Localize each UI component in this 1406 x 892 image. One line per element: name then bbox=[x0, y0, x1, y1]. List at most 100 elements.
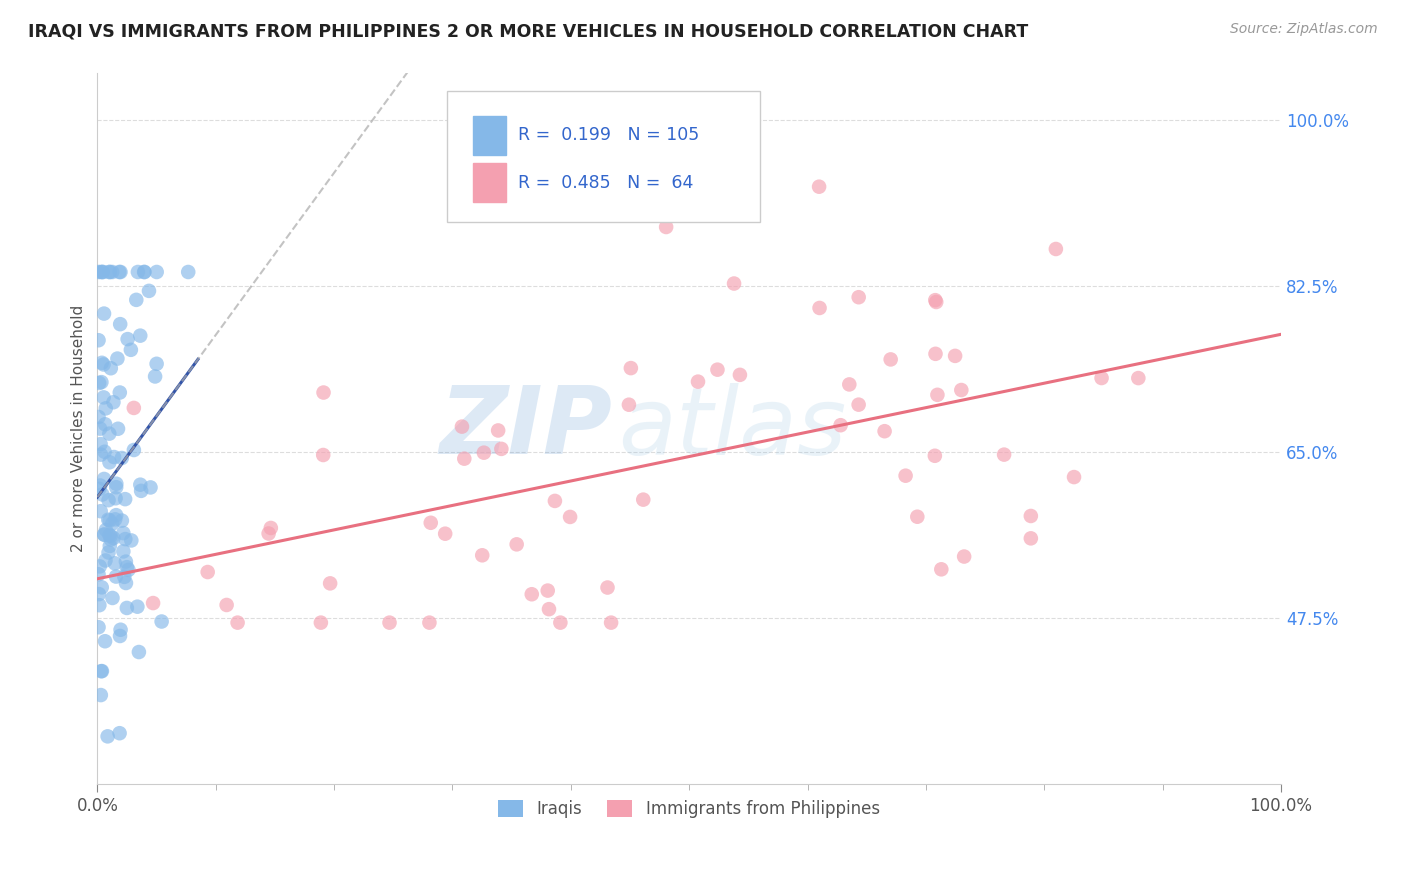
Point bbox=[122, 401, 145, 415]
Point bbox=[617, 398, 640, 412]
Point bbox=[115, 576, 138, 591]
Point bbox=[1090, 371, 1112, 385]
Point bbox=[1019, 508, 1042, 523]
Point bbox=[112, 544, 135, 558]
Point bbox=[97, 730, 120, 744]
Text: Source: ZipAtlas.com: Source: ZipAtlas.com bbox=[1230, 22, 1378, 37]
Point bbox=[486, 424, 509, 438]
Point bbox=[905, 509, 928, 524]
Point bbox=[90, 664, 112, 678]
Point bbox=[894, 468, 917, 483]
Point bbox=[105, 569, 128, 583]
Point bbox=[950, 383, 973, 397]
Point bbox=[728, 368, 751, 382]
Point bbox=[100, 533, 122, 547]
Legend: Iraqis, Immigrants from Philippines: Iraqis, Immigrants from Philippines bbox=[492, 794, 887, 825]
Point bbox=[215, 598, 238, 612]
Point bbox=[90, 375, 112, 389]
Point bbox=[145, 357, 167, 371]
Point bbox=[93, 444, 115, 458]
Point bbox=[115, 601, 138, 615]
Point bbox=[993, 448, 1015, 462]
Point bbox=[94, 417, 117, 432]
Point bbox=[90, 356, 112, 370]
Point bbox=[139, 480, 162, 494]
Point bbox=[117, 563, 139, 577]
Point bbox=[94, 553, 117, 567]
Point bbox=[129, 477, 152, 491]
Text: R =  0.485   N =  64: R = 0.485 N = 64 bbox=[517, 174, 693, 192]
Point bbox=[98, 528, 121, 542]
Point bbox=[101, 591, 124, 605]
Point bbox=[114, 532, 136, 546]
Point bbox=[105, 480, 128, 494]
Point bbox=[537, 583, 560, 598]
Point bbox=[120, 343, 142, 357]
Point bbox=[419, 516, 441, 530]
Text: R =  0.199   N = 105: R = 0.199 N = 105 bbox=[517, 126, 699, 145]
Point bbox=[471, 549, 494, 563]
Text: atlas: atlas bbox=[619, 383, 846, 474]
Point bbox=[491, 442, 513, 456]
Point bbox=[830, 418, 852, 433]
Point bbox=[686, 375, 709, 389]
Point bbox=[927, 388, 949, 402]
Point bbox=[89, 376, 111, 390]
Point bbox=[129, 328, 152, 343]
Point bbox=[94, 401, 117, 416]
Point bbox=[87, 333, 110, 347]
Point bbox=[105, 508, 128, 523]
Point bbox=[107, 351, 129, 366]
Point bbox=[108, 726, 131, 740]
Point bbox=[127, 599, 149, 614]
Point bbox=[600, 615, 623, 630]
Point bbox=[101, 265, 124, 279]
Point bbox=[104, 512, 127, 526]
Point bbox=[90, 265, 112, 279]
Point bbox=[1128, 371, 1150, 385]
Point bbox=[145, 265, 167, 279]
Point bbox=[101, 516, 124, 531]
Point bbox=[94, 634, 117, 648]
Point bbox=[134, 265, 156, 279]
Point bbox=[90, 664, 112, 678]
Point bbox=[808, 301, 831, 315]
Point bbox=[142, 596, 165, 610]
Point bbox=[104, 491, 127, 506]
Point bbox=[91, 487, 114, 501]
Point bbox=[1019, 532, 1042, 546]
Point bbox=[472, 445, 495, 459]
Point bbox=[1063, 470, 1085, 484]
Point bbox=[87, 620, 110, 634]
Point bbox=[93, 527, 115, 541]
Point bbox=[453, 451, 475, 466]
Point bbox=[98, 265, 121, 279]
Point bbox=[924, 449, 946, 463]
Point bbox=[125, 293, 148, 307]
Point bbox=[848, 398, 870, 412]
Point bbox=[93, 527, 115, 541]
Point bbox=[112, 526, 135, 541]
Point bbox=[596, 581, 619, 595]
Point bbox=[100, 361, 122, 376]
Point bbox=[924, 293, 946, 308]
Point bbox=[98, 426, 121, 441]
Point bbox=[107, 422, 129, 436]
Point bbox=[98, 539, 121, 553]
Point bbox=[260, 521, 283, 535]
Point bbox=[879, 352, 901, 367]
Point bbox=[105, 476, 128, 491]
Point bbox=[943, 349, 966, 363]
Point bbox=[89, 422, 111, 436]
Point bbox=[558, 510, 581, 524]
Point bbox=[98, 455, 121, 469]
Text: IRAQI VS IMMIGRANTS FROM PHILIPPINES 2 OR MORE VEHICLES IN HOUSEHOLD CORRELATION: IRAQI VS IMMIGRANTS FROM PHILIPPINES 2 O… bbox=[28, 22, 1028, 40]
Point bbox=[115, 560, 138, 574]
Point bbox=[138, 284, 160, 298]
Point bbox=[91, 265, 114, 279]
Point bbox=[418, 615, 440, 630]
Point bbox=[87, 587, 110, 601]
Point bbox=[108, 265, 131, 279]
Point bbox=[103, 450, 125, 464]
Point bbox=[90, 580, 112, 594]
